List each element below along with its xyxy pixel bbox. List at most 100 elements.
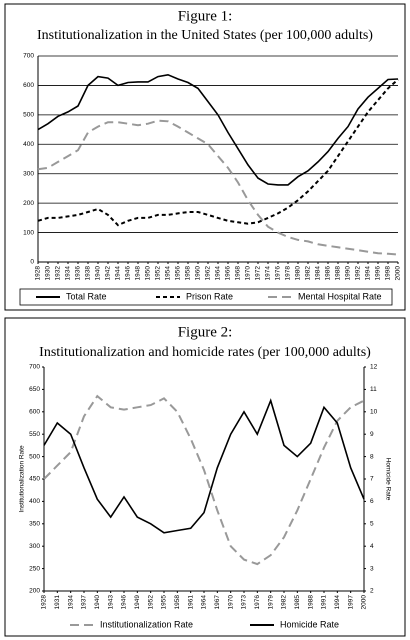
x-tick-label: 1936 xyxy=(75,266,82,281)
x-tick-label: 1955 xyxy=(161,595,168,610)
y2-tick-label: 5 xyxy=(370,521,374,528)
x-tick-label: 1976 xyxy=(254,595,261,610)
y2-tick-label: 6 xyxy=(370,498,374,505)
x-tick-label: 1985 xyxy=(294,595,301,610)
series-line xyxy=(43,394,365,566)
x-tick-label: 1980 xyxy=(295,266,302,281)
x-tick-label: 1956 xyxy=(175,266,182,281)
x-tick-label: 1964 xyxy=(201,595,208,610)
y2-tick-label: 9 xyxy=(370,431,374,438)
series-line xyxy=(43,398,365,534)
x-tick-label: 1982 xyxy=(305,266,312,281)
y-axis-title: Institutionalization Rate xyxy=(19,445,26,513)
x-tick-label: 1944 xyxy=(115,266,122,281)
legend-label: Mental Hospital Rate xyxy=(298,291,382,301)
y-tick-label: 700 xyxy=(29,364,40,371)
legend-label: Total Rate xyxy=(66,291,107,301)
x-tick-label: 1966 xyxy=(225,266,232,281)
x-tick-label: 1994 xyxy=(365,266,372,281)
y2-tick-label: 11 xyxy=(370,386,377,393)
x-tick-label: 1938 xyxy=(85,266,92,281)
x-tick-label: 1946 xyxy=(121,595,128,610)
x-tick-label: 1960 xyxy=(195,266,202,281)
chart-title: Figure 1: xyxy=(178,8,233,24)
x-tick-label: 1928 xyxy=(41,595,48,610)
y2-tick-label: 2 xyxy=(370,588,374,595)
x-tick-label: 1982 xyxy=(281,595,288,610)
x-tick-label: 1967 xyxy=(214,595,221,610)
x-tick-label: 1992 xyxy=(355,266,362,281)
figure-frame xyxy=(4,317,406,637)
x-tick-label: 1988 xyxy=(335,266,342,281)
chart-title: Figure 2: xyxy=(178,324,233,340)
legend-label: Institutionalization Rate xyxy=(100,619,193,629)
x-tick-label: 1958 xyxy=(185,266,192,281)
x-tick-label: 1931 xyxy=(54,595,61,610)
y-tick-label: 300 xyxy=(29,543,40,550)
y-tick-label: 200 xyxy=(29,588,40,595)
series-line xyxy=(37,119,399,256)
x-tick-label: 1954 xyxy=(165,266,172,281)
y2-tick-label: 4 xyxy=(370,543,374,550)
x-tick-label: 1986 xyxy=(325,266,332,281)
legend-frame xyxy=(19,288,393,306)
x-tick-label: 1984 xyxy=(315,266,322,281)
x-tick-label: 1964 xyxy=(215,266,222,281)
x-tick-label: 1994 xyxy=(334,595,341,610)
x-tick-label: 1974 xyxy=(265,266,272,281)
x-tick-label: 1958 xyxy=(174,595,181,610)
x-tick-label: 1961 xyxy=(187,595,194,610)
x-tick-label: 1962 xyxy=(205,266,212,281)
x-tick-label: 1930 xyxy=(45,266,52,281)
series-line xyxy=(37,73,399,186)
x-tick-label: 2000 xyxy=(395,266,402,281)
x-tick-label: 1976 xyxy=(275,266,282,281)
x-tick-label: 1950 xyxy=(145,266,152,281)
x-tick-label: 1932 xyxy=(55,266,62,281)
y-tick-label: 600 xyxy=(23,82,34,89)
y-tick-label: 300 xyxy=(23,170,34,177)
figure-frame xyxy=(4,3,406,311)
y-tick-label: 0 xyxy=(30,259,34,266)
y2-tick-label: 10 xyxy=(370,409,378,416)
chart-subtitle: Institutionalization and homicide rates … xyxy=(39,345,371,360)
x-tick-label: 1979 xyxy=(267,595,274,610)
y-tick-label: 500 xyxy=(23,112,34,119)
x-tick-label: 1942 xyxy=(105,266,112,281)
x-tick-label: 1996 xyxy=(375,266,382,281)
y-tick-label: 200 xyxy=(23,200,34,207)
y-tick-label: 400 xyxy=(23,141,34,148)
x-tick-label: 1934 xyxy=(67,595,74,610)
y-tick-label: 500 xyxy=(29,453,40,460)
y-tick-label: 550 xyxy=(29,431,40,438)
x-tick-label: 1990 xyxy=(345,266,352,281)
x-tick-label: 1991 xyxy=(321,595,328,610)
y2-tick-label: 3 xyxy=(370,565,374,572)
y-tick-label: 600 xyxy=(29,409,40,416)
x-tick-label: 1988 xyxy=(307,595,314,610)
legend-label: Prison Rate xyxy=(186,291,233,301)
series-line xyxy=(37,78,399,227)
x-tick-label: 1952 xyxy=(147,595,154,610)
x-tick-label: 1940 xyxy=(94,595,101,610)
x-tick-label: 1928 xyxy=(35,266,42,281)
x-tick-label: 1943 xyxy=(107,595,114,610)
x-tick-label: 1998 xyxy=(385,266,392,281)
x-tick-label: 1952 xyxy=(155,266,162,281)
y2-tick-label: 7 xyxy=(370,476,374,483)
x-tick-label: 1946 xyxy=(125,266,132,281)
x-tick-label: 1978 xyxy=(285,266,292,281)
x-tick-label: 1997 xyxy=(347,595,354,610)
x-tick-label: 1970 xyxy=(245,266,252,281)
y-tick-label: 400 xyxy=(29,498,40,505)
x-tick-label: 1937 xyxy=(81,595,88,610)
x-tick-label: 1973 xyxy=(241,595,248,610)
x-tick-label: 1949 xyxy=(134,595,141,610)
y-tick-label: 650 xyxy=(29,386,40,393)
x-tick-label: 1948 xyxy=(135,266,142,281)
x-tick-label: 1970 xyxy=(227,595,234,610)
x-tick-label: 1972 xyxy=(255,266,262,281)
chart-subtitle: Institutionalization in the United State… xyxy=(37,28,373,43)
y-tick-label: 100 xyxy=(23,229,34,236)
